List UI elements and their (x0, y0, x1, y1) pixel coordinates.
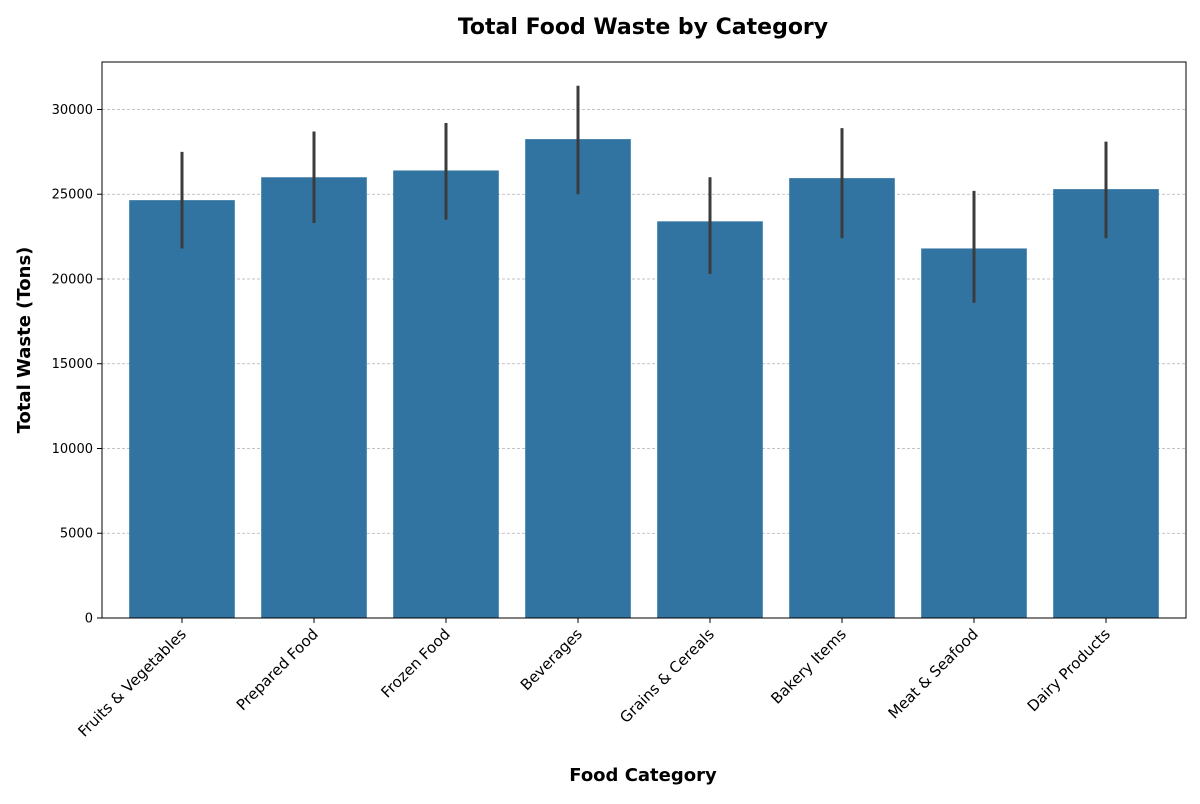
x-tick-label: Beverages (517, 625, 586, 694)
bars (129, 139, 1159, 619)
x-tick-label: Fruits & Vegetables (74, 625, 190, 741)
bar (789, 178, 895, 619)
chart-title: Total Food Waste by Category (458, 15, 828, 40)
plot-frame (101, 61, 1187, 619)
y-tick-label: 5000 (60, 527, 93, 542)
bar (129, 200, 235, 618)
x-axis-label: Food Category (569, 765, 717, 786)
y-tick-label: 25000 (52, 188, 93, 203)
x-tick-label: Frozen Food (378, 625, 454, 701)
bar (1053, 189, 1159, 618)
y-tick-label: 10000 (52, 442, 93, 457)
x-tick-label: Prepared Food (233, 625, 322, 714)
bar (657, 221, 763, 618)
y-tick-label: 20000 (52, 272, 93, 287)
bar (393, 170, 499, 619)
bar (921, 248, 1027, 618)
error-bars (180, 85, 1108, 303)
x-tick-label: Grains & Cereals (616, 625, 718, 727)
x-tick-label: Dairy Products (1024, 625, 1114, 715)
y-tick-label: 15000 (52, 357, 93, 372)
x-tick-label: Meat & Seafood (885, 625, 982, 722)
y-tick-label: 0 (85, 612, 93, 627)
y-axis-ticks: 0 5000 10000 15000 20000 25000 30000 (52, 103, 102, 627)
x-axis-ticks: Fruits & Vegetables Prepared Food Frozen F… (74, 618, 1114, 741)
bar (261, 177, 367, 618)
bar (525, 139, 631, 618)
x-tick-label: Bakery Items (767, 625, 850, 708)
y-tick-label: 30000 (52, 103, 93, 118)
y-axis-label: Total Waste (Tons) (14, 247, 35, 434)
